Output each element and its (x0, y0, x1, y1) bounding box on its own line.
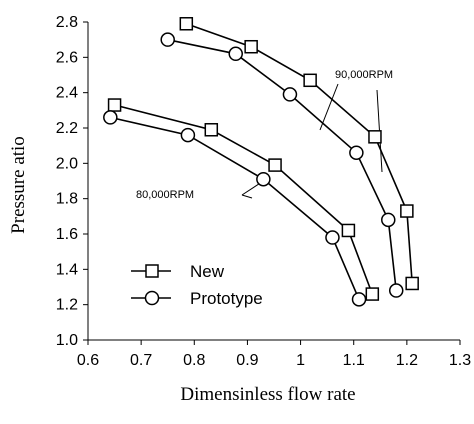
legend-marker-new (145, 264, 159, 278)
data-point-square (179, 17, 194, 31)
x-tick-label: 0.8 (183, 352, 205, 369)
legend-label-prototype: Prototype (190, 289, 263, 308)
y-tick-label: 1.2 (56, 297, 78, 314)
axes: 1.0 1.2 1.4 1.6 1.8 2.0 2.2 2.4 2.6 2.8 0.6 0.7 0.8 0… (56, 14, 471, 369)
x-tick-label: 1.2 (396, 352, 418, 369)
y-tick-label: 2.6 (56, 49, 78, 66)
series-layer (103, 17, 419, 307)
data-point-circle (228, 46, 243, 62)
leader-80k-to-prototype (241, 194, 253, 199)
annotation-80000rpm: 80,000RPM (136, 189, 194, 201)
data-point-circle (349, 145, 364, 160)
data-point-square (107, 98, 122, 112)
data-point-circle (103, 110, 118, 125)
y-tick-label: 2.8 (56, 14, 78, 31)
x-tick-label: 1 (296, 352, 305, 369)
data-point-square (365, 287, 380, 301)
y-tick-label: 2.2 (56, 120, 78, 137)
data-point-circle (256, 171, 271, 187)
data-point-square (341, 223, 356, 238)
data-point-circle (381, 212, 396, 228)
series-line-1 (167, 38, 397, 291)
x-axis-title: Dimensinless flow rate (180, 384, 355, 405)
data-point-square (244, 39, 258, 54)
legend-label-new: New (190, 262, 225, 281)
series-line-0 (186, 23, 413, 284)
data-point-circle (388, 283, 404, 298)
data-point-circle (282, 87, 298, 102)
annotation-90000rpm: 90,000RPM (335, 69, 393, 81)
data-point-square (400, 204, 414, 218)
legend-marker-prototype (144, 290, 160, 306)
data-point-square (268, 158, 282, 172)
data-point-circle (351, 292, 367, 307)
data-point-square (204, 123, 219, 137)
y-tick-label: 1.0 (56, 332, 78, 349)
y-tick-label: 1.8 (56, 191, 78, 208)
y-tick-label: 2.4 (56, 85, 78, 102)
x-tick-label: 0.6 (77, 352, 99, 369)
data-point-square (303, 73, 317, 88)
y-axis-title: Pressure atio (8, 136, 29, 234)
y-tick-label: 1.6 (56, 226, 78, 243)
data-point-circle (325, 230, 340, 245)
x-tick-label: 1.3 (449, 352, 471, 369)
y-tick-label: 1.4 (56, 261, 78, 278)
x-tick-label: 1.1 (343, 352, 365, 369)
data-point-circle (180, 127, 196, 143)
leader-90k-to-prototype (319, 83, 339, 131)
data-point-square (368, 130, 382, 144)
x-tick-label: 0.7 (130, 352, 152, 369)
data-point-square (405, 276, 419, 291)
data-point-circle (160, 32, 175, 47)
y-tick-label: 2.0 (56, 155, 78, 172)
legend: New Prototype (131, 262, 263, 308)
x-tick-label: 0.9 (236, 352, 258, 369)
